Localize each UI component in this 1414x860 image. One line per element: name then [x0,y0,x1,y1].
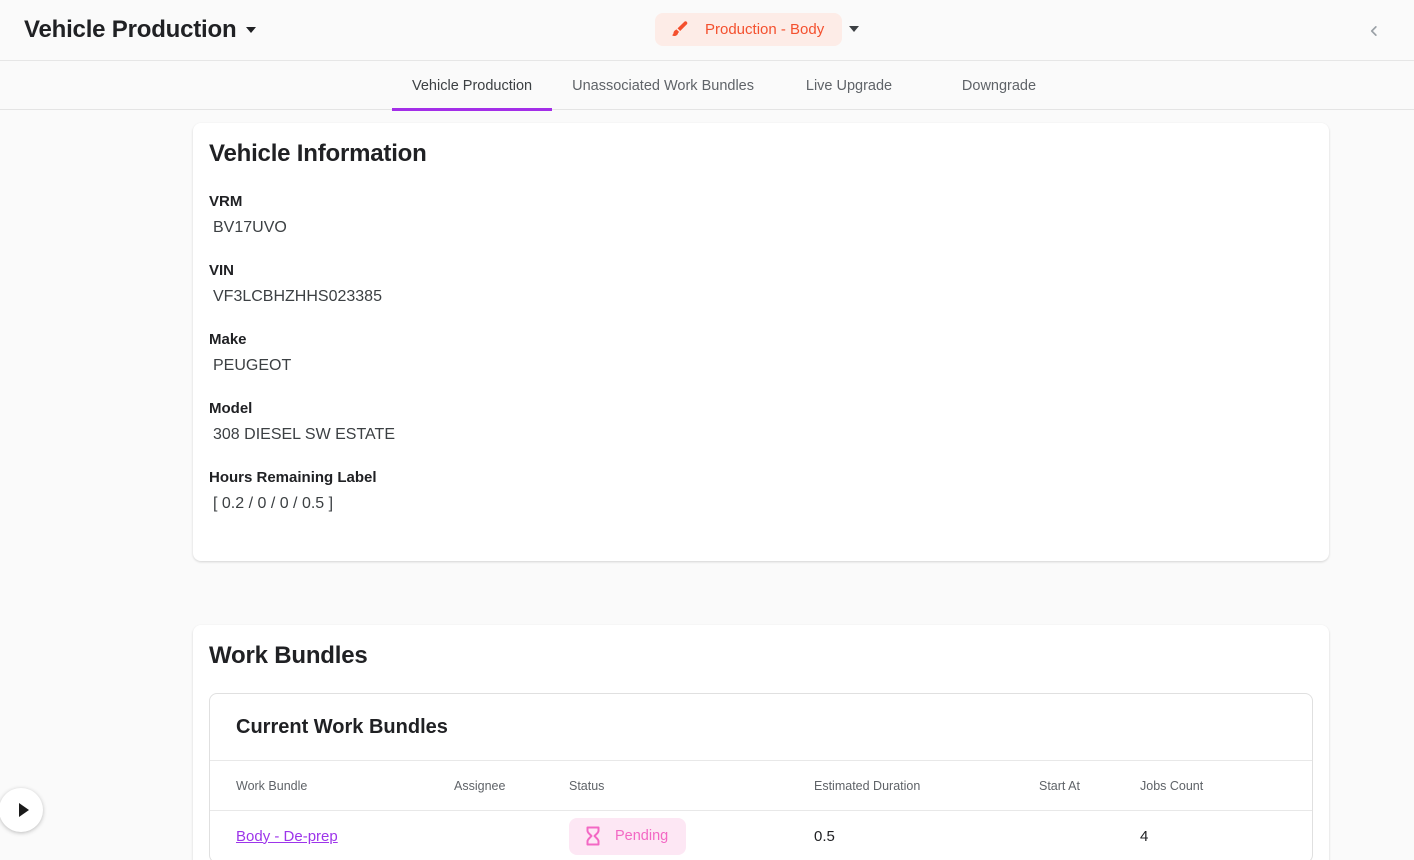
table-header-row: Work Bundle Assignee Status Estimated Du… [210,761,1312,811]
current-work-bundles-title: Current Work Bundles [210,694,1312,761]
column-header-work-bundle: Work Bundle [236,778,308,793]
field-label: VRM [209,193,243,210]
estimated-duration-cell: 0.5 [814,827,835,845]
clipped-edge-icon: ⋮ [1407,18,1414,44]
page-title: Vehicle Production [24,16,237,43]
vehicle-information-card: Vehicle Information VRM BV17UVO VIN VF3L… [193,123,1329,561]
mode-dropdown-caret[interactable] [849,26,859,32]
status-badge: Pending [569,817,687,855]
expand-panel-button[interactable] [0,788,43,832]
column-header-assignee: Assignee [454,778,506,793]
field-label: VIN [209,262,235,279]
vehicle-information-title: Vehicle Information [209,140,427,167]
app-header: Vehicle Production Production - Body ⋮ [0,0,1414,61]
tab-unassociated-work-bundles[interactable]: Unassociated Work Bundles [572,78,754,94]
tabs: Vehicle Production Unassociated Work Bun… [392,62,1074,111]
chevron-down-icon [246,27,257,33]
field-value: BV17UVO [213,219,287,236]
play-arrow-icon [18,803,29,817]
field-model: Model 308 DIESEL SW ESTATE [209,400,1313,444]
column-header-jobs-count: Jobs Count [1140,778,1204,793]
work-bundles-title: Work Bundles [209,642,368,669]
table-row: Body - De-prep Pending 0.5 4 [210,811,1312,860]
column-header-status: Status [569,778,605,793]
field-make: Make PEUGEOT [209,331,1313,375]
column-header-estimated-duration: Estimated Duration [814,778,921,793]
field-vin: VIN VF3LCBHZHHS023385 [209,262,1313,306]
tab-live-upgrade[interactable]: Live Upgrade [805,78,893,94]
field-hours-remaining: Hours Remaining Label [ 0.2 / 0 / 0 / 0.… [209,469,1313,513]
paintbrush-icon [669,19,691,41]
work-bundles-card: Work Bundles Current Work Bundles Work B… [193,625,1329,860]
tab-vehicle-production[interactable]: Vehicle Production [392,62,553,111]
status-label: Pending [615,828,669,844]
hourglass-icon [583,825,603,847]
field-label: Model [209,400,253,417]
production-mode-label: Production - Body [705,21,825,38]
tab-bar: Vehicle Production Unassociated Work Bun… [0,62,1414,111]
field-value: 308 DIESEL SW ESTATE [213,426,395,443]
work-bundle-link[interactable]: Body - De-prep [236,827,338,845]
current-work-bundles-card: Current Work Bundles Work Bundle Assigne… [209,693,1313,860]
field-label: Hours Remaining Label [209,469,377,486]
field-value: PEUGEOT [213,357,292,374]
production-mode-button[interactable]: Production - Body [655,13,843,46]
field-vrm: VRM BV17UVO [209,193,1313,237]
field-value: [ 0.2 / 0 / 0 / 0.5 ] [213,495,334,512]
field-value: VF3LCBHZHHS023385 [213,288,382,305]
jobs-count-cell: 4 [1140,827,1149,845]
tab-downgrade[interactable]: Downgrade [961,78,1037,94]
page-title-dropdown[interactable]: Vehicle Production [24,0,257,60]
chevron-left-icon[interactable] [1362,19,1386,43]
field-label: Make [209,331,247,348]
column-header-start-at: Start At [1039,778,1080,793]
